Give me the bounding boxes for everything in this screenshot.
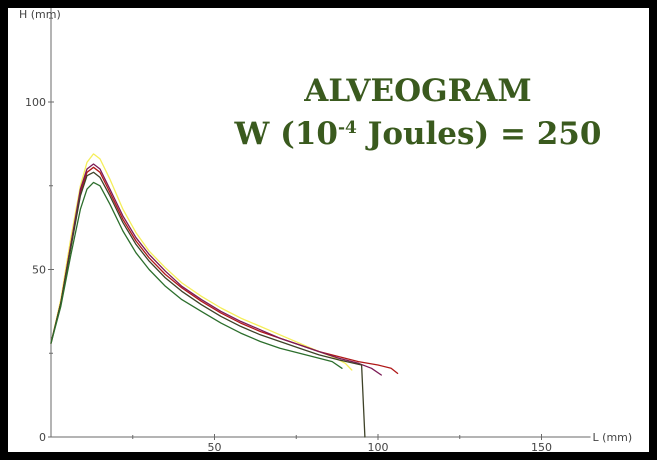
y-axis-label: H (mm) (19, 8, 61, 21)
x-axis-label: L (mm) (593, 431, 633, 444)
y-tick-label: 100 (25, 96, 46, 109)
chart-canvas: 0 50 100 50 100 150 H (mm) L (mm) (19, 8, 633, 452)
series-line-4 (50, 171, 366, 438)
series-line-1 (50, 153, 353, 371)
x-tick-label: 150 (531, 441, 552, 452)
series-line-3 (50, 163, 382, 376)
x-tick-label: 50 (208, 441, 222, 452)
chart-title-line1: ALVEOGRAM (304, 73, 532, 109)
y-tick-label: 0 (39, 431, 46, 444)
series-line-2 (50, 166, 399, 375)
chart-title-line2: W (10-4 Joules) = 250 (234, 116, 602, 152)
series-line-5 (50, 181, 343, 369)
x-tick-label: 100 (368, 441, 389, 452)
alveogram-chart: 0 50 100 50 100 150 H (mm) L (mm) ALVEOGRAM W (… (8, 8, 649, 452)
chart-title: ALVEOGRAM W (10-4 Joules) = 250 (208, 73, 628, 153)
y-tick-label: 50 (32, 264, 46, 277)
